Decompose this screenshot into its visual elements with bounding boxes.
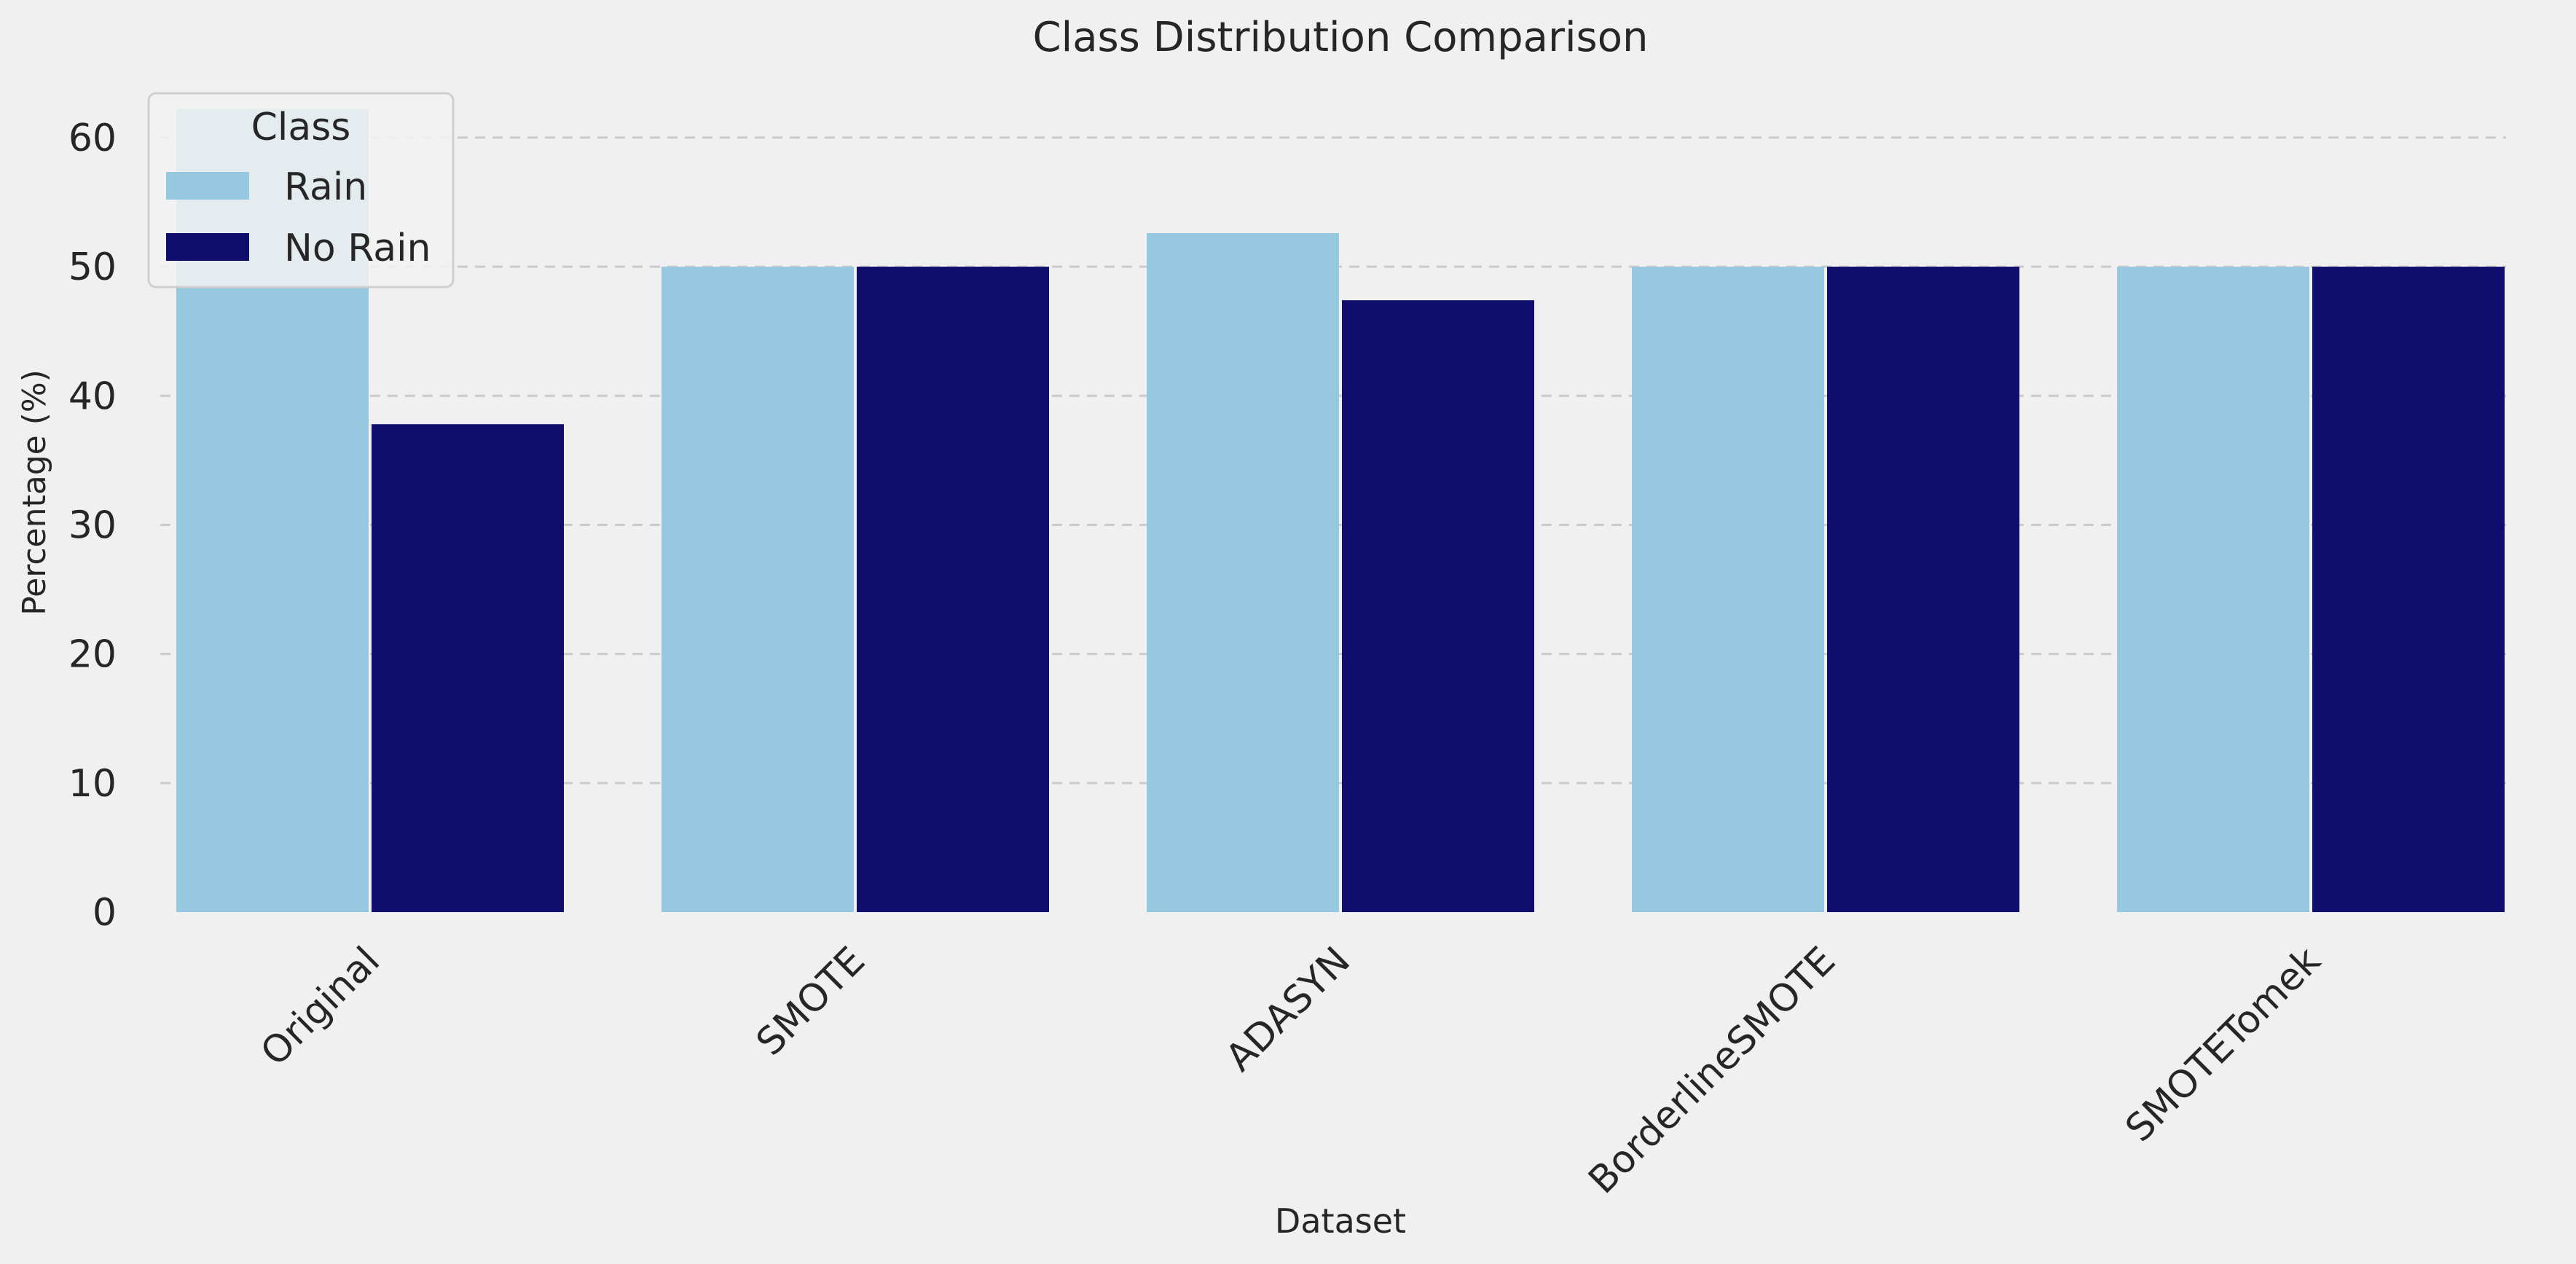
bar-rain-smotetomek bbox=[2117, 267, 2309, 912]
bar-no-rain-smote bbox=[857, 267, 1049, 912]
bar-rain-smote bbox=[661, 267, 854, 912]
bar-rain-adasyn bbox=[1147, 232, 1339, 912]
legend-swatch-rain bbox=[166, 172, 249, 200]
bar-rain-borderlinesmote bbox=[1632, 267, 1824, 912]
bar-no-rain-original bbox=[372, 424, 564, 912]
y-tick-label: 50 bbox=[68, 246, 117, 289]
y-tick-label: 0 bbox=[93, 891, 117, 935]
y-tick-label: 30 bbox=[68, 503, 117, 547]
bar-no-rain-borderlinesmote bbox=[1827, 267, 2019, 912]
bar-no-rain-smotetomek bbox=[2312, 267, 2505, 912]
y-tick-label: 40 bbox=[68, 374, 117, 418]
bars bbox=[176, 109, 2505, 913]
y-tick-label: 60 bbox=[68, 117, 117, 160]
chart-title: Class Distribution Comparison bbox=[1033, 14, 1649, 61]
y-tick-label: 10 bbox=[68, 762, 117, 806]
legend-title: Class bbox=[251, 106, 351, 149]
legend: Class Rain No Rain bbox=[147, 92, 455, 288]
legend-label-rain: Rain bbox=[284, 165, 367, 209]
legend-swatch-no-rain bbox=[166, 233, 249, 261]
bar-no-rain-adasyn bbox=[1342, 300, 1534, 913]
x-axis-label: Dataset bbox=[1275, 1201, 1406, 1241]
y-axis-label: Percentage (%) bbox=[16, 369, 53, 616]
legend-label-no-rain: No Rain bbox=[284, 227, 431, 270]
y-tick-label: 20 bbox=[68, 633, 117, 677]
